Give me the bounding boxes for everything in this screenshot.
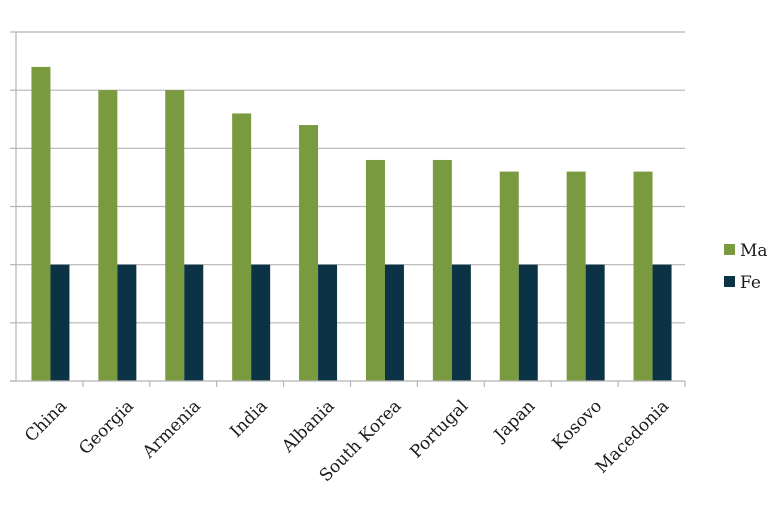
legend-label: Ma bbox=[740, 241, 768, 261]
bar-series2 bbox=[518, 264, 538, 381]
bar-series2 bbox=[117, 264, 137, 381]
bar-series2 bbox=[50, 264, 70, 381]
bar-series2 bbox=[251, 264, 271, 381]
x-tick-label: Georgia bbox=[75, 396, 138, 459]
bar-series1 bbox=[633, 171, 653, 381]
legend-swatch bbox=[724, 276, 735, 287]
x-tick-label: Japan bbox=[489, 396, 539, 446]
bar-series1 bbox=[165, 90, 185, 382]
bar-series2 bbox=[318, 264, 338, 381]
legend-swatch bbox=[724, 244, 735, 255]
bar-series1 bbox=[566, 171, 586, 381]
bar-series1 bbox=[499, 171, 519, 381]
bar-series2 bbox=[184, 264, 204, 381]
bars bbox=[31, 66, 672, 382]
legend: Ma Fe bbox=[724, 241, 768, 293]
x-tick-label: Portugal bbox=[406, 396, 472, 462]
legend-label: Fe bbox=[740, 273, 761, 293]
x-tick-label: Armenia bbox=[138, 396, 205, 463]
bar-series1 bbox=[432, 159, 452, 381]
bar-series2 bbox=[652, 264, 672, 381]
bar-series2 bbox=[384, 264, 404, 381]
bar-series1 bbox=[299, 125, 319, 381]
x-tick-label: Albania bbox=[278, 396, 339, 457]
x-tick-label: India bbox=[226, 396, 271, 441]
x-tick-label: Kosovo bbox=[549, 396, 606, 453]
bar-series2 bbox=[451, 264, 471, 381]
x-tick-label: China bbox=[21, 396, 71, 446]
bar-series2 bbox=[585, 264, 605, 381]
axes bbox=[10, 31, 686, 387]
bar-series1 bbox=[31, 66, 51, 382]
bar-series1 bbox=[365, 159, 385, 381]
bar-series1 bbox=[232, 113, 252, 381]
bar-series1 bbox=[98, 90, 118, 382]
